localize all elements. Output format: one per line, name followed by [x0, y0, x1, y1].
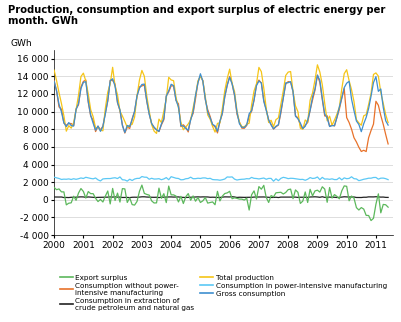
- Text: GWh: GWh: [10, 39, 32, 48]
- Legend: Export surplus, Consumption without power-
intensive manufacturing, Consumption : Export surplus, Consumption without powe…: [57, 272, 391, 313]
- Text: Production, consumption and export surplus of electric energy per
month. GWh: Production, consumption and export surpl…: [8, 5, 385, 26]
